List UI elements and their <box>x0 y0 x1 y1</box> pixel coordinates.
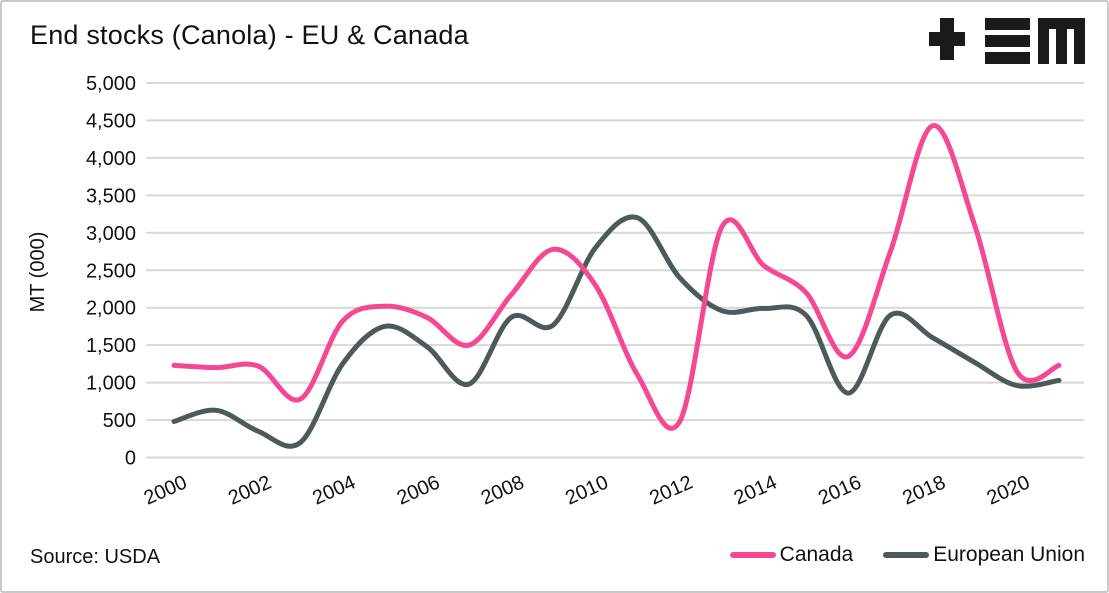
x-tick-label: 2016 <box>815 471 865 509</box>
x-tick-label: 2020 <box>984 471 1034 509</box>
y-tick-label: 3,000 <box>86 223 136 245</box>
legend-item-canada: Canada <box>729 543 854 567</box>
y-tick-label: 0 <box>125 448 136 470</box>
x-tick-label: 2014 <box>731 471 781 509</box>
x-tick-label: 2012 <box>646 471 696 509</box>
y-tick-label: 3,500 <box>86 185 136 207</box>
tem-logo <box>929 18 1085 64</box>
chart-title: End stocks (Canola) - EU & Canada <box>30 20 469 50</box>
legend-swatch <box>883 552 930 558</box>
x-tick-label: 2010 <box>562 471 612 509</box>
y-tick-label: 4,000 <box>86 148 136 170</box>
m-icon <box>1038 18 1085 64</box>
plus-icon <box>929 18 965 60</box>
x-tick-label: 2006 <box>394 471 444 509</box>
y-axis-title: MT (000) <box>27 232 49 313</box>
y-tick-label: 2,500 <box>86 260 136 282</box>
series-line-european-union <box>171 214 1062 449</box>
legend-label: Canada <box>779 543 854 566</box>
legend-swatch <box>729 552 776 558</box>
x-tick-label: 2008 <box>478 471 528 509</box>
y-tick-label: 500 <box>103 410 136 432</box>
x-tick-label: 2000 <box>141 471 191 509</box>
series-line-canada <box>171 123 1062 431</box>
y-tick-label: 5,000 <box>86 73 136 95</box>
legend-label: European Union <box>933 543 1085 566</box>
y-tick-label: 4,500 <box>86 110 136 132</box>
triple-bar-icon <box>985 18 1030 64</box>
legend-item-european-union: European Union <box>883 543 1085 567</box>
x-tick-label: 2002 <box>225 471 275 509</box>
x-tick-label: 2004 <box>309 471 359 509</box>
chart-legend: Canada European Union <box>729 543 1085 567</box>
y-tick-label: 1,500 <box>86 335 136 357</box>
y-tick-label: 2,000 <box>86 298 136 320</box>
y-tick-label: 1,000 <box>86 373 136 395</box>
source-label: Source: USDA <box>30 546 161 568</box>
x-tick-label: 2018 <box>899 471 949 509</box>
